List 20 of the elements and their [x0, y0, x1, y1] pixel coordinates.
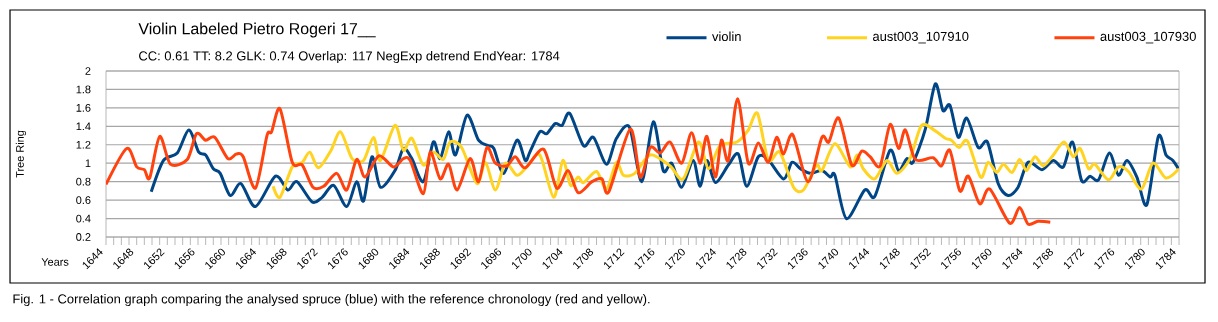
- y-tick-label: 1: [85, 159, 91, 167]
- legend-label: violin: [712, 31, 741, 42]
- caption: Fig. 1 - Correlation graph comparing the analysed spruce (blue) with the reference chronology (red and yellow).: [13, 293, 650, 307]
- chart-subtitle: CC: 0.61 TT: 8.2 GLK: 0.74 Overlap: 117 NegExp detrend EndYear: 1784: [139, 50, 560, 64]
- y-tick-label: 0.6: [76, 196, 91, 204]
- y-tick-label: 1.8: [76, 85, 91, 94]
- line-series: [271, 111, 1180, 199]
- line-series: [106, 97, 1052, 226]
- legend-label: aust003_107930: [1100, 31, 1196, 44]
- y-tick-label: 1.6: [76, 104, 91, 112]
- y-tick-label: 0.4: [76, 214, 91, 223]
- y-tick-label: 2: [85, 67, 91, 75]
- y-tick-label: 0.2: [76, 233, 91, 241]
- y-tick-label: 1.2: [76, 140, 91, 149]
- x-axis-title: Years: [41, 258, 69, 266]
- chart-title: Violin Labeled Pietro Rogeri 17__: [138, 22, 376, 38]
- y-tick-label: 1.4: [76, 122, 91, 131]
- y-axis-title: Tree Ring: [15, 130, 27, 178]
- y-tick-label: 0.8: [76, 177, 91, 186]
- legend-label: aust003_107910: [873, 31, 969, 44]
